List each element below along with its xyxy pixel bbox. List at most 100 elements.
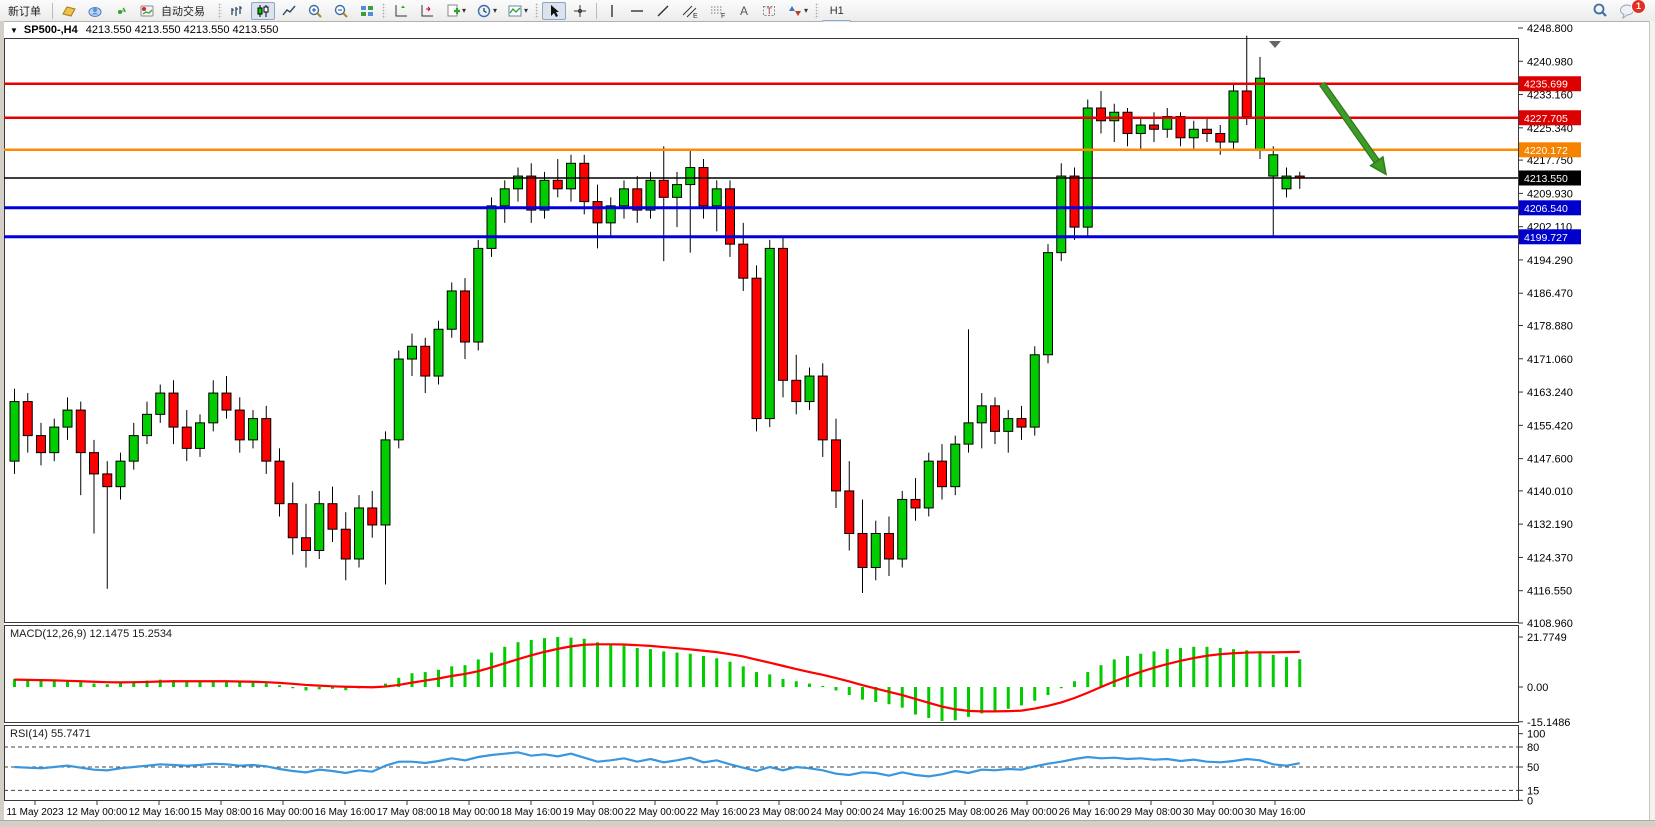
bar-chart-icon (231, 5, 242, 16)
arrows-tool[interactable]: ▾ (783, 2, 812, 20)
fibonacci-tool[interactable]: F (705, 2, 731, 20)
label-icon: T (763, 5, 776, 16)
window-right-edge (1649, 21, 1655, 827)
new-template-button[interactable]: ▾ (441, 2, 470, 20)
chart-shift-button[interactable] (389, 2, 413, 20)
svg-text:19 May 08:00: 19 May 08:00 (563, 807, 624, 818)
svg-text:4132.190: 4132.190 (1527, 519, 1573, 531)
chat-bubble-icon (1620, 4, 1634, 19)
macd-layer (13, 636, 1302, 721)
crosshair-icon (574, 4, 587, 17)
svg-text:11 May 2023: 11 May 2023 (6, 807, 64, 818)
svg-text:4235.699: 4235.699 (1524, 79, 1568, 91)
zoom-out-button[interactable] (329, 2, 353, 20)
new-order-button[interactable]: 新订单 (8, 5, 41, 18)
hline-objects[interactable] (4, 82, 1518, 239)
svg-text:25 May 08:00: 25 May 08:00 (935, 807, 996, 818)
svg-text:26 May 00:00: 26 May 00:00 (997, 807, 1058, 818)
svg-text:4213.550: 4213.550 (1524, 173, 1568, 185)
toolbar-grip[interactable] (382, 2, 386, 19)
window-left-edge (0, 21, 4, 827)
trendline-tool[interactable] (651, 2, 675, 20)
svg-text:4171.060: 4171.060 (1527, 354, 1573, 366)
time-axis[interactable]: 11 May 2023 12 May 00:00 12 May 16:00 15 Ma… (6, 800, 1306, 818)
svg-text:12 May 00:00: 12 May 00:00 (67, 807, 128, 818)
arrow-annotation[interactable] (1319, 81, 1388, 176)
candlestick-chart-button[interactable] (251, 1, 275, 20)
text-tool[interactable]: A (733, 2, 755, 20)
chevron-down-icon: ▾ (493, 6, 498, 15)
toolbar-separator (52, 2, 53, 19)
auto-scroll-button[interactable] (415, 2, 439, 20)
autotrading-icon (140, 5, 154, 16)
svg-text:4199.727: 4199.727 (1524, 232, 1568, 244)
svg-text:0: 0 (1527, 795, 1533, 807)
price-axis[interactable]: 4248.800 4240.980 4233.160 4225.340 4217.750… (1518, 23, 1573, 630)
zoom-in-button[interactable] (303, 2, 327, 20)
community-icon[interactable] (83, 2, 107, 20)
macd-label: MACD(12,26,9) 12.1475 15.2534 (10, 628, 173, 640)
notifications-button[interactable]: 1 (1615, 0, 1646, 20)
svg-text:50: 50 (1527, 762, 1539, 774)
toolbar-grip[interactable] (535, 2, 540, 19)
horizontal-line-tool[interactable] (625, 2, 649, 20)
timeframe-button-H1[interactable]: H1 (829, 4, 844, 17)
svg-text:15 May 08:00: 15 May 08:00 (191, 807, 252, 818)
crosshair-tool-button[interactable] (568, 2, 592, 20)
toolbar-grip[interactable] (815, 2, 820, 19)
svg-text:E: E (693, 13, 698, 19)
clock-icon (477, 4, 491, 17)
periods-button[interactable]: ▾ (472, 2, 501, 20)
svg-text:4108.960: 4108.960 (1527, 618, 1573, 630)
svg-text:18 May 00:00: 18 May 00:00 (439, 807, 500, 818)
auto-scroll-icon (421, 4, 433, 16)
market-watch-icon[interactable] (57, 2, 81, 20)
vertical-line-tool[interactable] (601, 2, 623, 20)
equidistant-channel-tool[interactable]: E (677, 2, 703, 20)
indicators-button[interactable]: ▾ (503, 2, 532, 20)
horizontal-line-icon (631, 9, 644, 12)
svg-text:4248.800: 4248.800 (1527, 23, 1573, 35)
notification-badge: 1 (1631, 0, 1646, 14)
bar-chart-button[interactable] (225, 2, 249, 20)
svg-text:30 May 00:00: 30 May 00:00 (1183, 807, 1244, 818)
svg-text:4209.930: 4209.930 (1527, 188, 1573, 200)
gold-icon (62, 5, 76, 17)
tile-windows-button[interactable] (355, 2, 379, 20)
tile-windows-icon (361, 5, 373, 16)
svg-text:4140.010: 4140.010 (1527, 486, 1573, 498)
autotrading-button[interactable]: 自动交易 (135, 2, 215, 20)
rsi-label: RSI(14) 55.7471 (10, 728, 91, 740)
svg-text:4206.540: 4206.540 (1524, 203, 1568, 215)
chart-shift-icon (395, 4, 407, 16)
line-chart-icon (282, 5, 296, 15)
chart-symbol-title: SP500-,H4 (23, 24, 78, 36)
rsi-line (14, 751, 1300, 778)
toolbar-grip[interactable] (218, 2, 222, 19)
svg-text:24 May 16:00: 24 May 16:00 (873, 807, 934, 818)
signals-icon[interactable] (109, 2, 133, 20)
cursor-tool-button[interactable] (542, 1, 567, 20)
cloud-person-icon (88, 6, 102, 17)
svg-text:0.00: 0.00 (1527, 682, 1548, 694)
macd-axis[interactable]: 21.7749 0.00 -15.1486 (1518, 632, 1570, 729)
svg-text:4178.880: 4178.880 (1527, 321, 1573, 333)
trendline-icon (657, 5, 669, 16)
cursor-icon (551, 4, 560, 17)
chart-menu-icon[interactable]: ▼ (10, 25, 18, 35)
text-label-tool[interactable]: T (757, 2, 781, 20)
svg-text:12 May 16:00: 12 May 16:00 (129, 807, 190, 818)
svg-text:22 May 16:00: 22 May 16:00 (687, 807, 748, 818)
svg-text:17 May 08:00: 17 May 08:00 (377, 807, 438, 818)
candlestick-icon (257, 4, 269, 17)
svg-text:21.7749: 21.7749 (1527, 632, 1567, 644)
search-button[interactable] (1587, 2, 1613, 20)
chart-shift-marker[interactable] (1269, 41, 1281, 48)
search-icon (1593, 3, 1607, 17)
rsi-level-lines (4, 746, 1518, 791)
zoom-in-icon (308, 4, 322, 18)
toolbar-separator (596, 2, 598, 19)
line-chart-button[interactable] (277, 2, 301, 20)
